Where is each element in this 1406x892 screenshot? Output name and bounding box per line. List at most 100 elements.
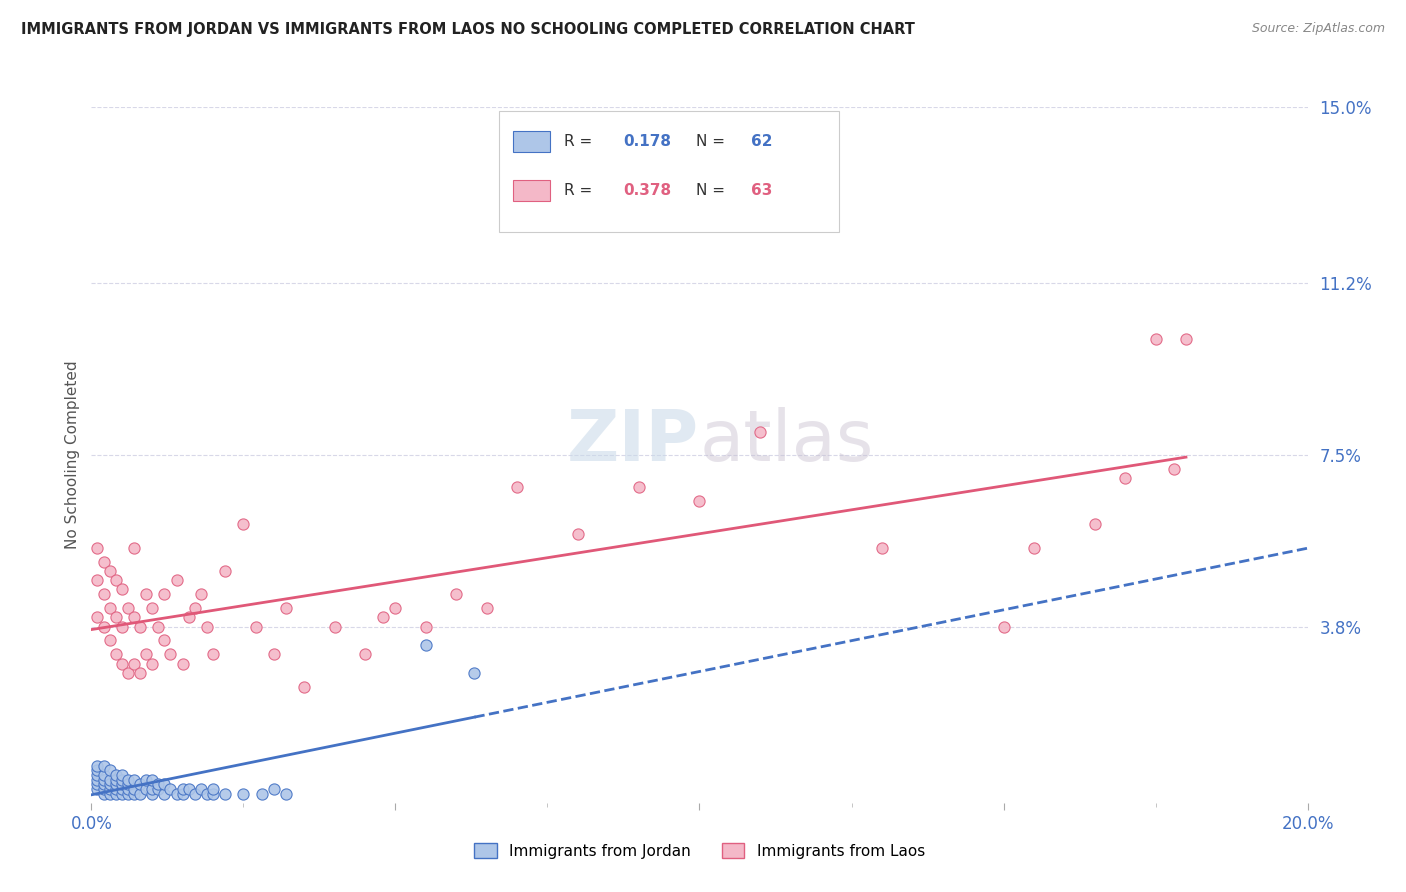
Point xyxy=(202,648,225,662)
Point xyxy=(117,787,139,801)
Point xyxy=(292,680,315,694)
Legend: Immigrants from Jordan, Immigrants from Laos: Immigrants from Jordan, Immigrants from … xyxy=(468,837,931,864)
Point xyxy=(172,657,194,671)
Point xyxy=(86,777,108,791)
Point xyxy=(86,768,108,782)
Point xyxy=(135,587,157,601)
Point xyxy=(172,781,194,796)
Point xyxy=(104,787,127,801)
Point xyxy=(117,777,139,791)
Point xyxy=(444,587,467,601)
Point xyxy=(993,619,1015,633)
Point xyxy=(104,610,127,624)
Point xyxy=(93,772,115,787)
Point xyxy=(104,573,127,587)
Point xyxy=(177,781,200,796)
Point xyxy=(153,587,176,601)
Point xyxy=(86,772,108,787)
Y-axis label: No Schooling Completed: No Schooling Completed xyxy=(65,360,80,549)
Point xyxy=(148,781,170,796)
Point xyxy=(354,648,377,662)
Point xyxy=(232,787,254,801)
Point xyxy=(135,648,157,662)
Point xyxy=(117,772,139,787)
Point xyxy=(506,480,529,494)
Text: N =: N = xyxy=(696,135,730,149)
Point xyxy=(122,772,145,787)
Point xyxy=(111,619,134,633)
Point xyxy=(172,787,194,801)
Point xyxy=(93,587,115,601)
Point xyxy=(98,787,121,801)
Point xyxy=(627,480,650,494)
Point xyxy=(415,638,437,652)
Point xyxy=(159,648,181,662)
Point xyxy=(1114,471,1136,485)
Bar xyxy=(513,131,550,153)
Point xyxy=(202,787,225,801)
Point xyxy=(86,541,108,555)
Point xyxy=(93,555,115,569)
Point xyxy=(749,425,772,439)
Text: N =: N = xyxy=(696,183,730,198)
Point xyxy=(232,517,254,532)
Point xyxy=(104,648,127,662)
Point xyxy=(122,781,145,796)
Point xyxy=(98,772,121,787)
Point xyxy=(122,657,145,671)
Point xyxy=(129,787,152,801)
Point xyxy=(122,787,145,801)
Point xyxy=(111,772,134,787)
Point xyxy=(98,633,121,648)
Text: 62: 62 xyxy=(751,135,772,149)
Text: atlas: atlas xyxy=(699,407,875,475)
Point xyxy=(1022,541,1045,555)
Point xyxy=(184,787,207,801)
Point xyxy=(148,777,170,791)
Point xyxy=(567,526,589,541)
Point xyxy=(117,665,139,680)
Point xyxy=(93,619,115,633)
Point xyxy=(1144,332,1167,346)
Point xyxy=(190,781,212,796)
Point xyxy=(111,787,134,801)
Point xyxy=(1174,332,1197,346)
Point xyxy=(111,768,134,782)
Point xyxy=(141,601,163,615)
Point xyxy=(111,657,134,671)
Point xyxy=(98,764,121,778)
Point xyxy=(263,648,285,662)
Point xyxy=(104,781,127,796)
Point xyxy=(463,665,485,680)
Point xyxy=(153,787,176,801)
Text: 0.178: 0.178 xyxy=(623,135,671,149)
Text: IMMIGRANTS FROM JORDAN VS IMMIGRANTS FROM LAOS NO SCHOOLING COMPLETED CORRELATIO: IMMIGRANTS FROM JORDAN VS IMMIGRANTS FRO… xyxy=(21,22,915,37)
Point xyxy=(129,665,152,680)
Point xyxy=(104,772,127,787)
Text: Source: ZipAtlas.com: Source: ZipAtlas.com xyxy=(1251,22,1385,36)
Point xyxy=(195,787,218,801)
Point xyxy=(148,619,170,633)
Point xyxy=(323,619,346,633)
Bar xyxy=(513,180,550,201)
Point xyxy=(250,787,273,801)
Text: R =: R = xyxy=(564,135,598,149)
Point xyxy=(159,781,181,796)
Point xyxy=(274,601,297,615)
Point xyxy=(93,781,115,796)
Point xyxy=(384,601,406,615)
Point xyxy=(129,777,152,791)
Point xyxy=(195,619,218,633)
Point xyxy=(153,633,176,648)
Point xyxy=(135,772,157,787)
Point xyxy=(166,787,188,801)
Point xyxy=(98,601,121,615)
Point xyxy=(98,564,121,578)
Point xyxy=(141,657,163,671)
Point xyxy=(274,787,297,801)
Point xyxy=(688,494,710,508)
Point xyxy=(1163,462,1185,476)
Point xyxy=(202,781,225,796)
Point xyxy=(475,601,498,615)
Point xyxy=(117,601,139,615)
